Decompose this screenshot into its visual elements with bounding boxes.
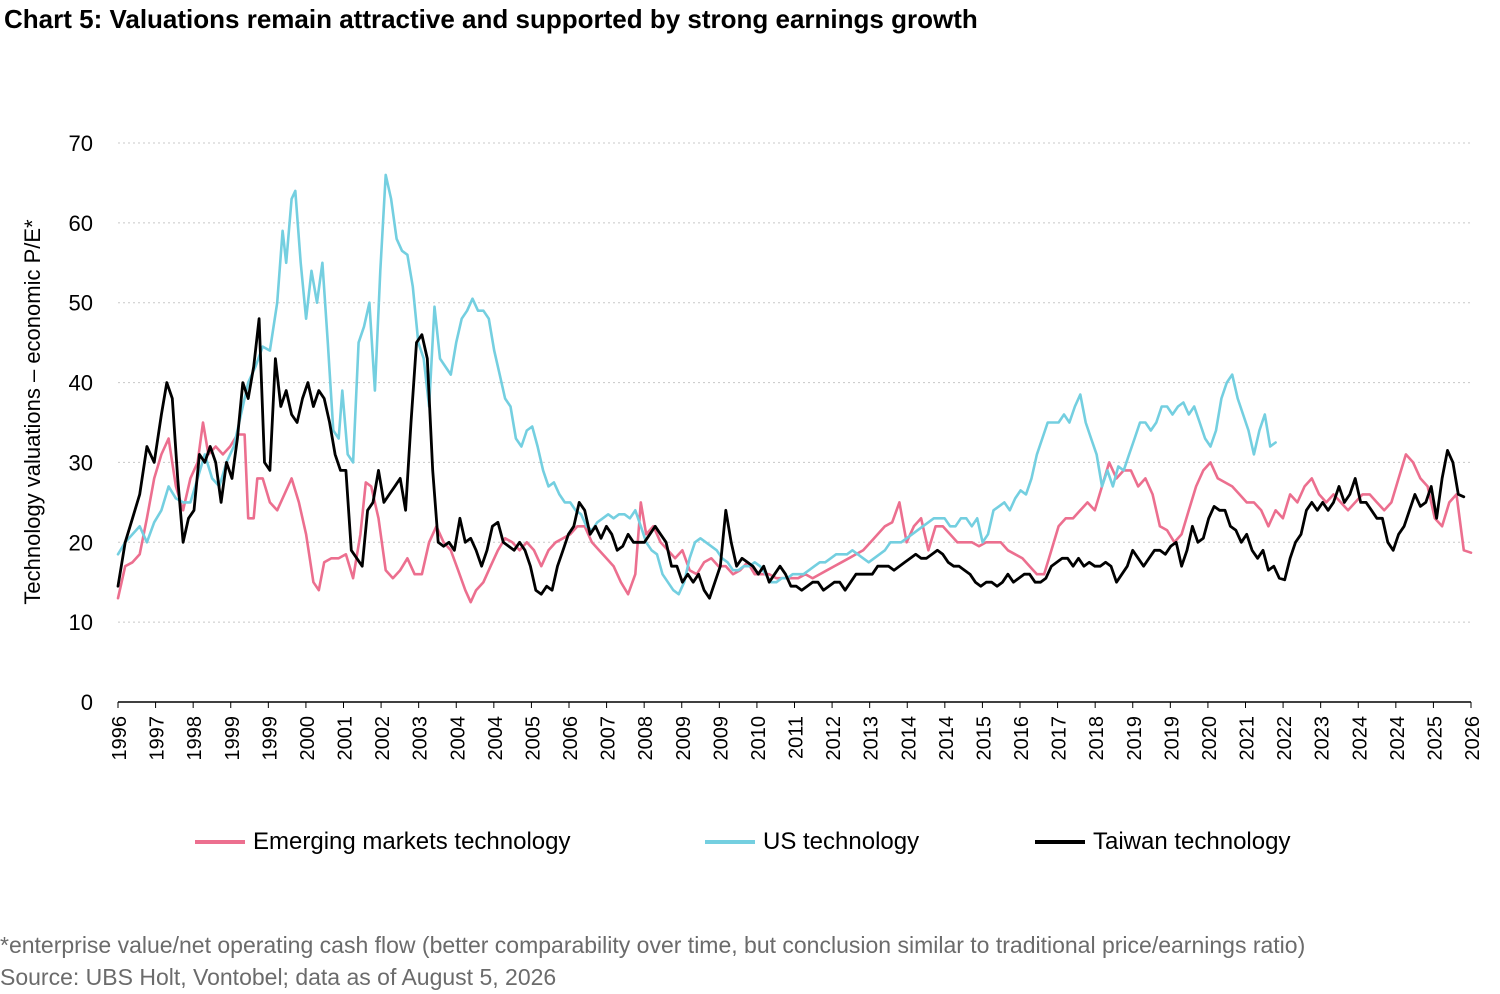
x-tick-label: 2020 bbox=[1199, 716, 1221, 761]
x-axis-ticks: 1996 1997 1998 1999 1999 2000 2001 2002 2003 2004… bbox=[109, 702, 1484, 761]
footnote: *enterprise value/net operating cash flo… bbox=[0, 932, 1306, 958]
x-tick-label: 2008 bbox=[635, 716, 657, 761]
x-tick-label: 2007 bbox=[598, 716, 620, 761]
legend-item-us: US technology bbox=[705, 828, 919, 856]
y-tick-label: 20 bbox=[69, 530, 93, 555]
series-line-taiwan bbox=[116, 317, 1466, 600]
y-tick-label: 0 bbox=[81, 690, 93, 715]
x-tick-label: 2016 bbox=[1011, 716, 1033, 761]
x-tick-label: 2006 bbox=[560, 716, 582, 761]
x-tick-label: 2014 bbox=[898, 716, 920, 761]
x-tick-label: 2019 bbox=[1161, 716, 1183, 761]
legend-swatch-emerging-markets bbox=[195, 840, 245, 844]
y-axis-ticks: 0 10 20 30 40 50 60 70 bbox=[69, 131, 93, 715]
x-tick-label: 2025 bbox=[1424, 716, 1446, 761]
x-tick-label: 2014 bbox=[936, 716, 958, 761]
x-tick-label: 2009 bbox=[673, 716, 695, 761]
x-tick-label: 2024 bbox=[1387, 716, 1409, 761]
chart-title: Chart 5: Valuations remain attractive an… bbox=[4, 4, 978, 34]
source-note: Source: UBS Holt, Vontobel; data as of A… bbox=[0, 964, 557, 990]
x-tick-label: 2004 bbox=[485, 716, 507, 761]
legend-swatch-us bbox=[705, 840, 755, 844]
y-tick-label: 40 bbox=[69, 371, 93, 396]
x-tick-label: 2015 bbox=[973, 716, 995, 761]
x-tick-label: 1999 bbox=[222, 716, 244, 761]
x-tick-label: 2002 bbox=[372, 716, 394, 761]
grid-lines bbox=[118, 142, 1471, 623]
x-tick-label: 2010 bbox=[748, 716, 770, 761]
x-tick-label: 2026 bbox=[1462, 716, 1484, 761]
series-line-us bbox=[116, 173, 1277, 596]
x-tick-label: 2018 bbox=[1086, 716, 1108, 761]
y-tick-label: 60 bbox=[69, 211, 93, 236]
legend-label-emerging-markets: Emerging markets technology bbox=[253, 828, 571, 855]
x-tick-label: 1998 bbox=[184, 716, 206, 761]
x-tick-label: 2005 bbox=[522, 716, 544, 761]
x-tick-label: 2017 bbox=[1049, 716, 1071, 761]
x-tick-label: 1997 bbox=[147, 716, 169, 761]
line-chart: 0 10 20 30 40 50 60 70 1996 1997 1998 1999 1999 2000… bbox=[20, 131, 1484, 761]
legend: Emerging markets technology US technolog… bbox=[195, 828, 1495, 862]
y-axis-label: Technology valuations – economic P/E* bbox=[20, 219, 45, 605]
legend-swatch-taiwan bbox=[1035, 840, 1085, 844]
legend-item-emerging-markets: Emerging markets technology bbox=[195, 828, 570, 856]
x-tick-label: 2012 bbox=[823, 716, 845, 761]
x-tick-label: 2003 bbox=[410, 716, 432, 761]
x-tick-label: 2011 bbox=[786, 716, 808, 759]
series-lines bbox=[116, 173, 1473, 604]
legend-label-us: US technology bbox=[763, 828, 920, 855]
y-tick-label: 70 bbox=[69, 131, 93, 156]
legend-item-taiwan: Taiwan technology bbox=[1035, 828, 1290, 856]
x-tick-label: 2013 bbox=[861, 716, 883, 761]
x-tick-label: 2021 bbox=[1237, 716, 1259, 761]
x-tick-label: 2019 bbox=[1124, 716, 1146, 761]
x-tick-label: 2022 bbox=[1274, 716, 1296, 761]
x-tick-label: 2001 bbox=[335, 716, 357, 761]
x-tick-label: 2023 bbox=[1312, 716, 1334, 761]
x-tick-label: 2004 bbox=[447, 716, 469, 761]
y-tick-label: 30 bbox=[69, 450, 93, 475]
y-tick-label: 10 bbox=[69, 610, 93, 635]
x-tick-label: 2000 bbox=[297, 716, 319, 761]
legend-label-taiwan: Taiwan technology bbox=[1093, 828, 1291, 855]
x-tick-label: 1999 bbox=[259, 716, 281, 761]
x-tick-label: 1996 bbox=[109, 716, 131, 761]
x-tick-label: 2009 bbox=[710, 716, 732, 761]
x-tick-label: 2024 bbox=[1349, 716, 1371, 761]
y-tick-label: 50 bbox=[69, 291, 93, 316]
